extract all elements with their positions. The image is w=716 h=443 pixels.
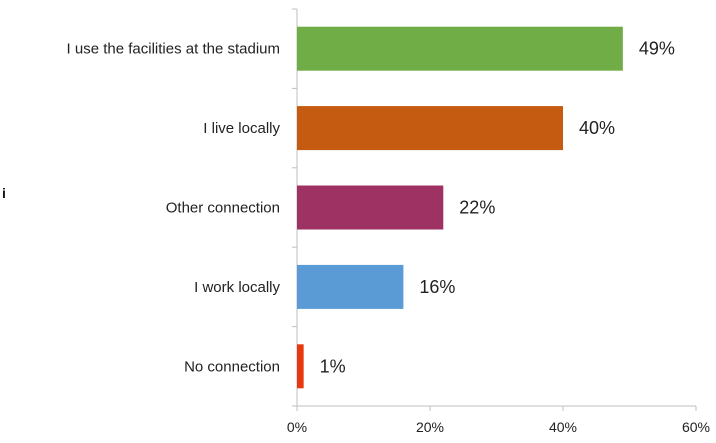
category-label: Other connection [166, 200, 280, 217]
bar [297, 185, 444, 230]
data-label: 1% [320, 356, 346, 376]
x-tick-label: 60% [682, 419, 710, 435]
data-label: 22% [459, 198, 495, 218]
category-label: I work locally [194, 279, 280, 296]
data-label: 16% [419, 277, 455, 297]
x-tick-label: 20% [416, 419, 444, 435]
category-label: No connection [184, 358, 280, 375]
bar [297, 106, 563, 151]
category-label: I use the facilities at the stadium [67, 41, 280, 58]
data-label: 49% [639, 39, 675, 59]
truncated-left-text: i [2, 185, 6, 201]
bar [297, 344, 304, 389]
x-tick-label: 40% [549, 419, 577, 435]
data-label: 40% [579, 118, 615, 138]
x-tick-label: 0% [287, 419, 307, 435]
category-label: I live locally [203, 120, 280, 137]
bar [297, 264, 404, 309]
bar [297, 26, 623, 71]
